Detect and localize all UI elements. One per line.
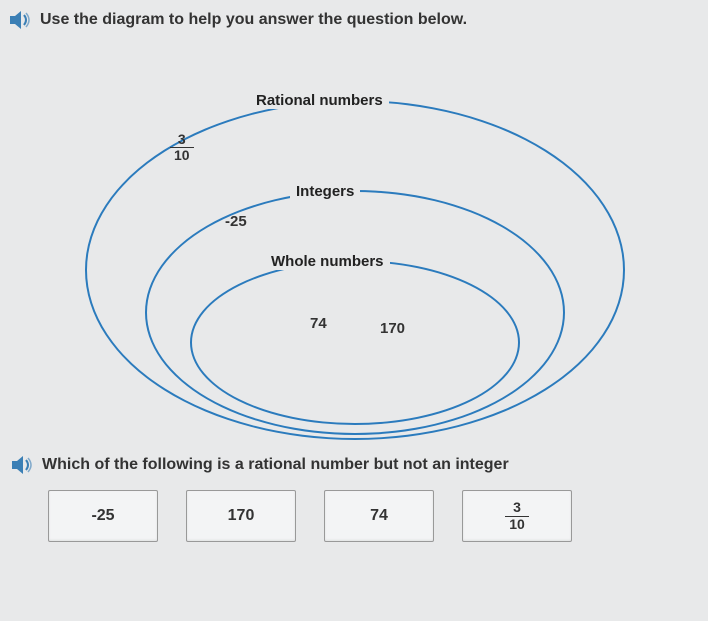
answer-d[interactable]: 3 10 [462, 490, 572, 542]
fraction-3-10: 3 10 [505, 500, 529, 532]
integer-value: -25 [225, 213, 247, 230]
whole-value-2: 170 [380, 320, 405, 337]
whole-ellipse [190, 260, 520, 425]
whole-label: Whole numbers [265, 253, 390, 270]
integer-label: Integers [290, 183, 360, 200]
speaker-icon[interactable] [8, 10, 32, 30]
speaker-icon[interactable] [10, 455, 34, 475]
instruction-row: Use the diagram to help you answer the q… [0, 0, 708, 35]
answer-b[interactable]: 170 [186, 490, 296, 542]
venn-diagram: Rational numbers Integers Whole numbers … [0, 35, 708, 455]
whole-value-1: 74 [310, 315, 327, 332]
instruction-text: Use the diagram to help you answer the q… [40, 11, 467, 29]
question-row: Which of the following is a rational num… [0, 455, 708, 475]
rational-label: Rational numbers [250, 92, 389, 109]
fraction-3-10: 3 10 [170, 132, 194, 164]
answer-a[interactable]: -25 [48, 490, 158, 542]
question-text: Which of the following is a rational num… [42, 456, 509, 474]
answer-c[interactable]: 74 [324, 490, 434, 542]
answer-choices: -25 170 74 3 10 [0, 475, 708, 542]
rational-value: 3 10 [170, 131, 194, 164]
